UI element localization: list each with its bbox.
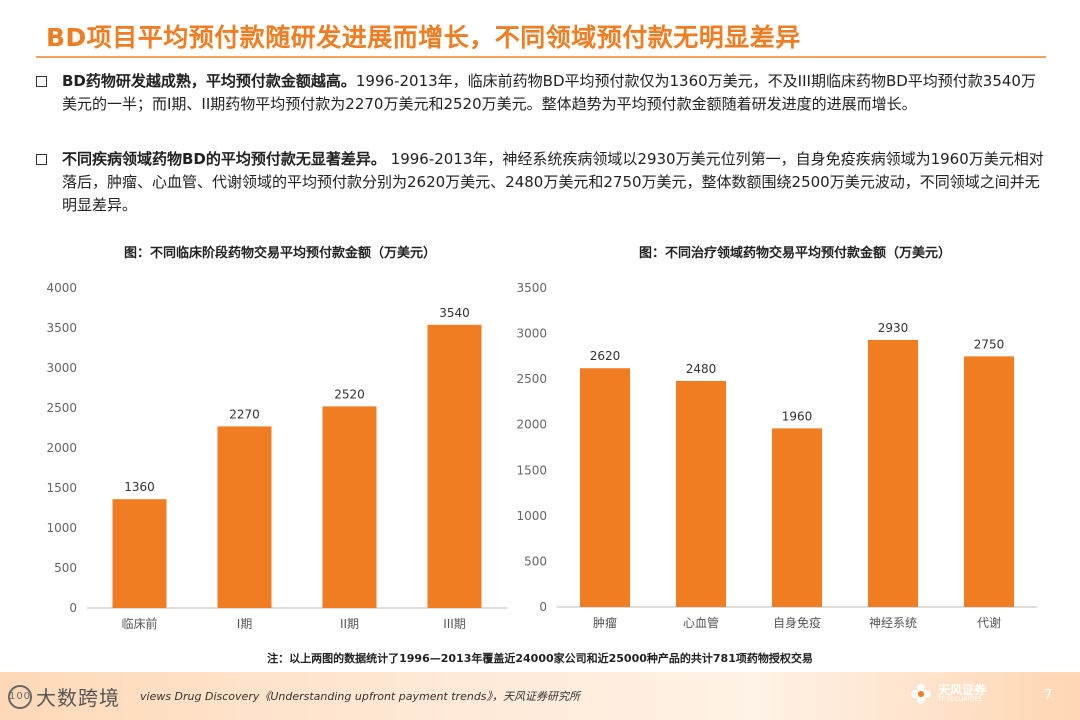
y-tick-label: 500 [54, 561, 77, 575]
data-label: 2750 [974, 337, 1005, 351]
y-tick-label: 2000 [46, 441, 77, 455]
flower-logo-icon [911, 684, 931, 704]
y-tick-label: 3000 [46, 361, 77, 375]
page-title: BD项目平均预付款随研发进展而增长，不同领域预付款无明显差异 [46, 23, 801, 52]
bullet-lead: 不同疾病领域药物BD的平均预付款无显著差异。 [62, 150, 386, 168]
data-label: 3540 [439, 306, 470, 320]
bar [772, 428, 822, 607]
bar [580, 368, 630, 607]
watermark-logo-icon: 100 [8, 684, 32, 709]
bullet-item: BD药物研发越成熟，平均预付款金额越高。1996-2013年，临床前药物BD平均… [36, 70, 1048, 116]
data-label: 2930 [878, 321, 909, 335]
y-tick-label: 3500 [46, 321, 77, 335]
bar [427, 324, 482, 608]
x-tick-label: 心血管 [683, 615, 719, 630]
square-bullet-icon [36, 154, 47, 165]
y-tick-label: 4000 [46, 281, 77, 295]
bullet-body: 1996-2013年，临床前药物BD平均预付款仅为1360万美元，不及III期临… [62, 72, 1036, 113]
chart-title-stage: 图：不同临床阶段药物交易平均预付款金额（万美元） [123, 246, 436, 261]
brand-subtitle: TF SECURITIES [938, 696, 983, 703]
x-tick-label: 临床前 [121, 616, 157, 631]
x-tick-label: I期 [237, 617, 253, 631]
bullet-text: 不同疾病领域药物BD的平均预付款无显著差异。 1996-2013年，神经系统疾病… [62, 148, 1048, 217]
bar [964, 356, 1014, 607]
x-tick-label: 代谢 [977, 615, 1001, 630]
square-bullet-icon [36, 76, 47, 87]
y-tick-label: 3500 [516, 281, 547, 295]
brand-logo: 天风证券 TF SECURITIES [910, 683, 986, 705]
page-number: 7 [1044, 688, 1053, 703]
bullet-lead: BD药物研发越成熟，平均预付款金额越高。 [62, 72, 356, 90]
bar [676, 380, 726, 607]
x-tick-label: 神经系统 [869, 616, 917, 630]
y-tick-label: 0 [539, 600, 547, 614]
y-tick-label: 2500 [46, 401, 77, 415]
bar [322, 406, 377, 608]
data-label: 2270 [229, 407, 260, 421]
bar [868, 339, 918, 607]
chart-title-field: 图：不同治疗领域药物交易平均预付款金额（万美元） [638, 246, 951, 261]
title-divider [36, 56, 1046, 58]
y-tick-label: 1000 [46, 521, 77, 535]
y-tick-label: 3000 [516, 327, 547, 341]
y-tick-label: 1500 [516, 463, 547, 477]
bar [217, 426, 272, 608]
bullet-body: 1996-2013年，神经系统疾病领域以2930万美元位列第一，自身免疫疾病领域… [62, 150, 1044, 214]
watermark-text: 大数跨境 [36, 686, 120, 710]
data-label: 1360 [124, 480, 155, 494]
y-tick-label: 500 [524, 554, 547, 568]
data-label: 1960 [782, 409, 813, 423]
x-tick-label: 自身免疫 [773, 615, 821, 630]
chart-footnote: 注：以上两图的数据统计了1996—2013年覆盖近24000家公司和近25000… [267, 652, 813, 665]
bar [112, 499, 167, 608]
brand-name: 天风证券 [938, 683, 987, 697]
x-tick-label: 肿瘤 [593, 615, 617, 630]
y-tick-label: 1000 [516, 509, 547, 523]
footer-band [0, 672, 1080, 720]
source-citation: views Drug Discovery《Understanding upfro… [140, 690, 581, 703]
bullet-text: BD药物研发越成熟，平均预付款金额越高。1996-2013年，临床前药物BD平均… [62, 70, 1048, 116]
bullet-item: 不同疾病领域药物BD的平均预付款无显著差异。 1996-2013年，神经系统疾病… [36, 148, 1048, 217]
data-label: 2520 [334, 387, 365, 401]
y-tick-label: 2500 [516, 372, 547, 386]
x-tick-label: III期 [443, 617, 466, 631]
y-tick-label: 2000 [516, 418, 547, 432]
y-tick-label: 1500 [46, 481, 77, 495]
y-tick-label: 0 [69, 601, 77, 615]
data-label: 2480 [686, 362, 717, 376]
watermark: 100 大数跨境 [8, 682, 120, 711]
x-tick-label: II期 [340, 617, 359, 631]
data-label: 2620 [590, 349, 621, 363]
